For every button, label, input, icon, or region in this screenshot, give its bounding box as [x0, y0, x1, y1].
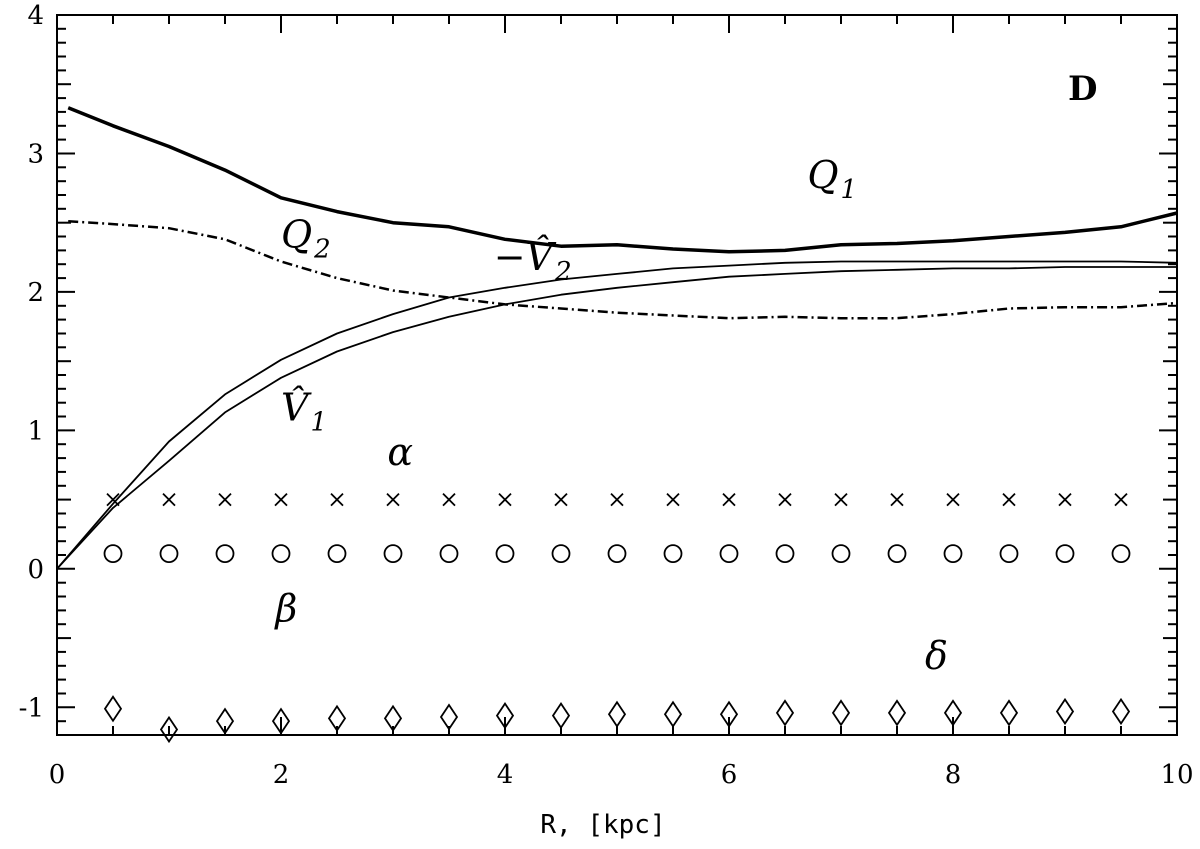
- diamond-marker: [943, 699, 963, 727]
- diamond-marker: [327, 704, 347, 733]
- diamond-marker: [1111, 697, 1131, 726]
- series-annotation: β: [273, 586, 297, 630]
- x-marker: [106, 492, 120, 507]
- y-tick-label: -1: [19, 693, 44, 723]
- circle-marker: [271, 544, 291, 564]
- series-annotation: −V̂2: [494, 235, 572, 287]
- circle-marker: [831, 544, 851, 564]
- x-marker: [666, 492, 680, 507]
- x-marker: [554, 492, 568, 507]
- x-axis-title: R, [kpc]: [540, 810, 665, 840]
- series-annotation: Q1: [807, 153, 857, 205]
- circle-marker: [1055, 544, 1075, 564]
- x-tick-label: 10: [1160, 760, 1193, 790]
- diamond-marker: [271, 707, 291, 735]
- circle-marker: [1111, 544, 1131, 564]
- x-marker: [330, 492, 344, 507]
- circle-marker: [775, 544, 795, 564]
- diamond-marker: [495, 701, 515, 730]
- series-annotation: Q2: [281, 213, 331, 265]
- series-annotation: V̂1: [281, 386, 327, 438]
- axis-ticks: [56, 14, 1178, 735]
- circle-marker: [999, 544, 1019, 564]
- x-marker: [834, 492, 848, 507]
- plot-frame: [56, 14, 1178, 736]
- diamond-marker: [999, 699, 1019, 727]
- circle-marker: [719, 544, 739, 564]
- diamond-marker: [103, 695, 123, 723]
- diamond-marker: [383, 704, 403, 733]
- circle-marker: [383, 544, 403, 564]
- series-annotation: α: [387, 430, 413, 474]
- series-line: [67, 106, 1178, 254]
- circle-marker: [103, 544, 123, 564]
- x-marker: [946, 492, 960, 507]
- x-marker: [442, 492, 456, 507]
- y-tick-labels: -1 0 1 2 3 4: [19, 1, 44, 723]
- circle-marker: [551, 544, 571, 564]
- series-line: [56, 266, 1177, 570]
- circle-marker: [159, 544, 179, 564]
- annotations-group: Q1 Q2 −V̂2 V̂1 α β δ: [273, 153, 947, 677]
- series-annotation: δ: [925, 634, 948, 678]
- x-tick-label: 4: [497, 760, 514, 790]
- diamond-marker: [663, 700, 683, 728]
- x-marker: [274, 492, 288, 507]
- diamond-marker: [719, 700, 739, 728]
- diamond-marker: [215, 707, 235, 735]
- x-marker: [1114, 492, 1128, 507]
- x-marker: [386, 492, 400, 507]
- circle-marker: [215, 544, 235, 564]
- x-marker: [498, 492, 512, 507]
- circle-marker: [327, 544, 347, 564]
- circle-marker: [495, 544, 515, 564]
- diamond-marker: [607, 700, 627, 728]
- circle-marker: [439, 544, 459, 564]
- x-tick-label: 2: [273, 760, 290, 790]
- x-marker: [1002, 492, 1016, 507]
- circle-marker: [607, 544, 627, 564]
- series-group: [56, 106, 1178, 570]
- x-marker: [722, 492, 736, 507]
- diamond-marker: [887, 699, 907, 727]
- diamond-marker: [775, 699, 795, 727]
- x-tick-label: 8: [945, 760, 962, 790]
- diamond-marker: [439, 703, 459, 731]
- series-line: [56, 260, 1178, 570]
- diamond-marker: [831, 699, 851, 727]
- x-marker: [162, 492, 176, 507]
- x-marker: [610, 492, 624, 507]
- y-tick-label: 0: [27, 555, 44, 585]
- x-tick-label: 0: [49, 760, 66, 790]
- panel-label: D: [1068, 69, 1097, 109]
- diamond-marker: [551, 701, 571, 730]
- x-marker: [1058, 492, 1072, 507]
- circle-marker: [943, 544, 963, 564]
- x-tick-label: 6: [721, 760, 738, 790]
- y-tick-label: 2: [27, 278, 44, 308]
- diamond-marker: [159, 715, 179, 744]
- x-tick-labels: 0 2 4 6 8 10: [49, 760, 1194, 790]
- x-marker: [218, 492, 232, 507]
- y-tick-label: 4: [27, 1, 44, 31]
- y-tick-label: 3: [27, 139, 44, 169]
- diamond-marker: [1055, 697, 1075, 726]
- x-marker: [778, 492, 792, 507]
- y-tick-label: 1: [27, 416, 44, 446]
- markers-group: [103, 492, 1131, 744]
- circle-marker: [663, 544, 683, 564]
- circle-marker: [887, 544, 907, 564]
- x-marker: [890, 492, 904, 507]
